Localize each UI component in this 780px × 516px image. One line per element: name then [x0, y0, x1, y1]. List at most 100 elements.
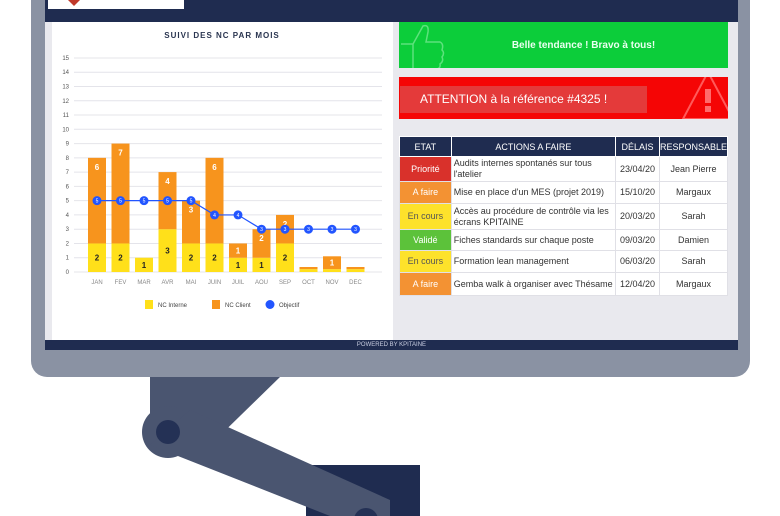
objectif-label: 3: [331, 227, 334, 233]
y-tick-label: 14: [62, 70, 69, 76]
y-tick-label: 6: [66, 184, 70, 190]
responsable-cell: Margaux: [658, 272, 729, 296]
responsable-cell: Sarah: [658, 250, 729, 273]
col-actions: ACTIONS A FAIRE: [450, 136, 617, 157]
bar-label: 1: [236, 261, 241, 270]
col-delais: DÉLAIS: [615, 136, 660, 157]
legend-swatch: [212, 300, 220, 309]
x-tick-label: MAR: [137, 280, 151, 286]
bar-label: 2: [283, 220, 288, 229]
x-tick-label: JUIL: [232, 280, 245, 286]
bar-label: 4: [165, 177, 170, 186]
bar-label: 2: [189, 254, 194, 263]
bar-label: 6: [95, 163, 100, 172]
bar-label: 1: [236, 247, 241, 256]
bar-nc-interne: [205, 243, 224, 272]
x-tick-label: JAN: [91, 280, 102, 286]
objectif-label: 4: [237, 213, 240, 219]
legend-swatch: [265, 300, 275, 309]
warning-icon: [681, 77, 728, 119]
bar-label: 1: [330, 259, 335, 268]
objectif-label: 5: [190, 199, 193, 205]
objectif-label: 5: [166, 199, 169, 205]
bar-nc-interne: [135, 257, 153, 272]
objectif-point: [257, 224, 266, 234]
objectif-point: [280, 224, 290, 234]
table-row: A faire Gemba walk à organiser avec Thésa…: [399, 272, 729, 296]
bar-label: 7: [118, 149, 123, 158]
logo: [48, 0, 184, 9]
success-banner: Belle tendance ! Bravo à tous!: [399, 22, 728, 68]
objectif-point: [351, 224, 360, 234]
bar-label: 1: [142, 261, 147, 270]
objectif-label: 3: [260, 227, 263, 233]
y-tick-label: 15: [62, 56, 69, 62]
responsable-cell: Sarah: [658, 203, 729, 230]
status-badge: En cours: [399, 203, 452, 230]
chart-panel: SUIVI DES NC PAR MOIS 0 1 2 3 4 5 6 7 8 9 10 11 12 13 1…: [52, 22, 393, 345]
y-tick-label: 10: [62, 127, 69, 133]
responsable-cell: Damien: [658, 229, 729, 251]
legend-swatch: [145, 300, 153, 309]
delai-cell: 09/03/20: [615, 229, 660, 251]
objectif-point: [304, 224, 313, 234]
chart-title: SUIVI DES NC PAR MOIS: [164, 31, 280, 40]
y-tick-label: 12: [62, 99, 69, 105]
bar-label: 2: [212, 254, 217, 263]
bar-nc-interne: [88, 243, 106, 272]
y-tick-label: 2: [66, 241, 70, 247]
alert-text: ATTENTION à la référence #4325 !: [400, 86, 647, 113]
y-tick-label: 8: [66, 156, 70, 162]
delai-cell: 20/03/20: [615, 203, 660, 230]
action-cell: Audits internes spontanés sur tous l'ate…: [450, 156, 617, 182]
status-badge: A faire: [399, 272, 452, 296]
bar-nc-interne: [252, 257, 271, 272]
objectif-point: [163, 196, 172, 206]
alert-banner: ATTENTION à la référence #4325 !: [399, 77, 728, 119]
x-tick-label: NOV: [325, 280, 338, 286]
bar-nc-client: [182, 200, 200, 244]
nc-chart: SUIVI DES NC PAR MOIS0123456789101112131…: [62, 31, 382, 309]
action-cell: Accès au procédure de contrôle via les é…: [450, 203, 617, 230]
action-cell: Fiches standards sur chaque poste: [450, 229, 617, 251]
bar-label: 2: [283, 254, 288, 263]
bar-nc-interne: [111, 243, 130, 272]
table-row: En cours Accès au procédure de contrôle v…: [399, 203, 729, 230]
bar-nc-interne: [323, 269, 341, 272]
delai-cell: 12/04/20: [615, 272, 660, 296]
objectif-label: 3: [284, 227, 287, 233]
legend-label: Objectif: [279, 303, 300, 309]
bar-nc-client: [205, 157, 224, 244]
y-tick-label: 13: [62, 84, 69, 90]
bar-nc-interne: [276, 243, 294, 272]
status-badge: Priorité: [399, 156, 452, 182]
x-tick-label: OCT: [302, 280, 315, 286]
objectif-point: [327, 224, 337, 234]
bar-nc-client: [323, 256, 341, 270]
x-tick-label: SEP: [279, 280, 291, 286]
bar-label: 2: [118, 254, 123, 263]
x-tick-label: JUIN: [208, 280, 221, 286]
action-cell: Gemba walk à organiser avec Thésame: [450, 272, 617, 296]
status-badge: Validé: [399, 229, 452, 251]
bar-label: 1: [259, 261, 264, 270]
bar-label: 6: [212, 163, 217, 172]
col-etat: ETAT: [399, 136, 452, 157]
actions-table: ETAT ACTIONS A FAIRE DÉLAIS RESPONSABLE …: [399, 136, 729, 296]
thumbs-up-icon: [401, 24, 445, 68]
objectif-label: 3: [354, 227, 357, 233]
bar-nc-interne: [182, 243, 200, 272]
y-tick-label: 7: [66, 170, 70, 176]
y-tick-label: 1: [66, 256, 70, 262]
x-tick-label: MAI: [186, 280, 197, 286]
bar-nc-client: [111, 143, 130, 244]
table-row: Validé Fiches standards sur chaque poste 0…: [399, 229, 729, 251]
bar-nc-client: [346, 267, 365, 270]
bar-nc-client: [252, 229, 271, 258]
x-tick-label: AVR: [162, 280, 175, 286]
legend-label: NC Client: [225, 303, 251, 309]
objectif-label: 4: [213, 213, 216, 219]
objectif-point: [186, 196, 196, 206]
objectif-label: 3: [307, 227, 310, 233]
